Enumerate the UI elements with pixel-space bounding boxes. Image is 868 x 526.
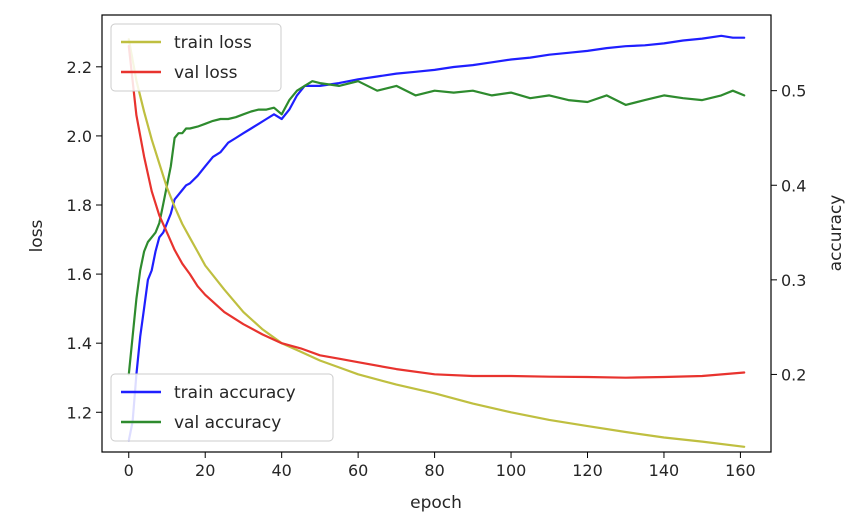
x-tick-label: 120 — [572, 461, 603, 480]
left-y-tick-label: 2.0 — [67, 127, 92, 146]
x-tick-label: 40 — [271, 461, 291, 480]
series-line-val-loss — [127, 44, 746, 379]
right-y-axis-label: accuracy — [826, 195, 846, 272]
x-tick-label: 0 — [124, 461, 134, 480]
x-tick-label: 60 — [348, 461, 368, 480]
legend-label: val loss — [174, 63, 238, 83]
right-y-tick-label: 0.4 — [781, 176, 806, 195]
legend-loss: train loss val loss — [110, 23, 282, 92]
legend-accuracy: train accuracy val accuracy — [110, 373, 334, 442]
left-y-tick-label: 1.4 — [67, 334, 92, 353]
right-y-tick-label: 0.3 — [781, 271, 806, 290]
left-y-tick-label: 1.8 — [67, 196, 92, 215]
right-y-tick-label: 0.2 — [781, 365, 806, 384]
x-axis-label: epoch — [410, 493, 462, 513]
legend-accuracy-box — [110, 373, 334, 442]
left-y-tick-label: 1.2 — [67, 403, 92, 422]
legend-label: train loss — [174, 33, 252, 53]
left-y-tick-label: 1.6 — [67, 265, 92, 284]
left-y-tick-label: 2.2 — [67, 58, 92, 77]
legend-label: val accuracy — [174, 413, 281, 433]
legend-label: train accuracy — [174, 383, 296, 403]
left-y-axis-label: loss — [27, 219, 47, 252]
x-tick-label: 100 — [496, 461, 527, 480]
x-tick-label: 140 — [649, 461, 680, 480]
x-tick-label: 20 — [195, 461, 215, 480]
x-tick-label: 160 — [725, 461, 756, 480]
right-y-tick-label: 0.5 — [781, 82, 806, 101]
series-line-val-accuracy — [127, 80, 746, 376]
x-tick-label: 80 — [424, 461, 444, 480]
plot-frame — [101, 14, 772, 453]
